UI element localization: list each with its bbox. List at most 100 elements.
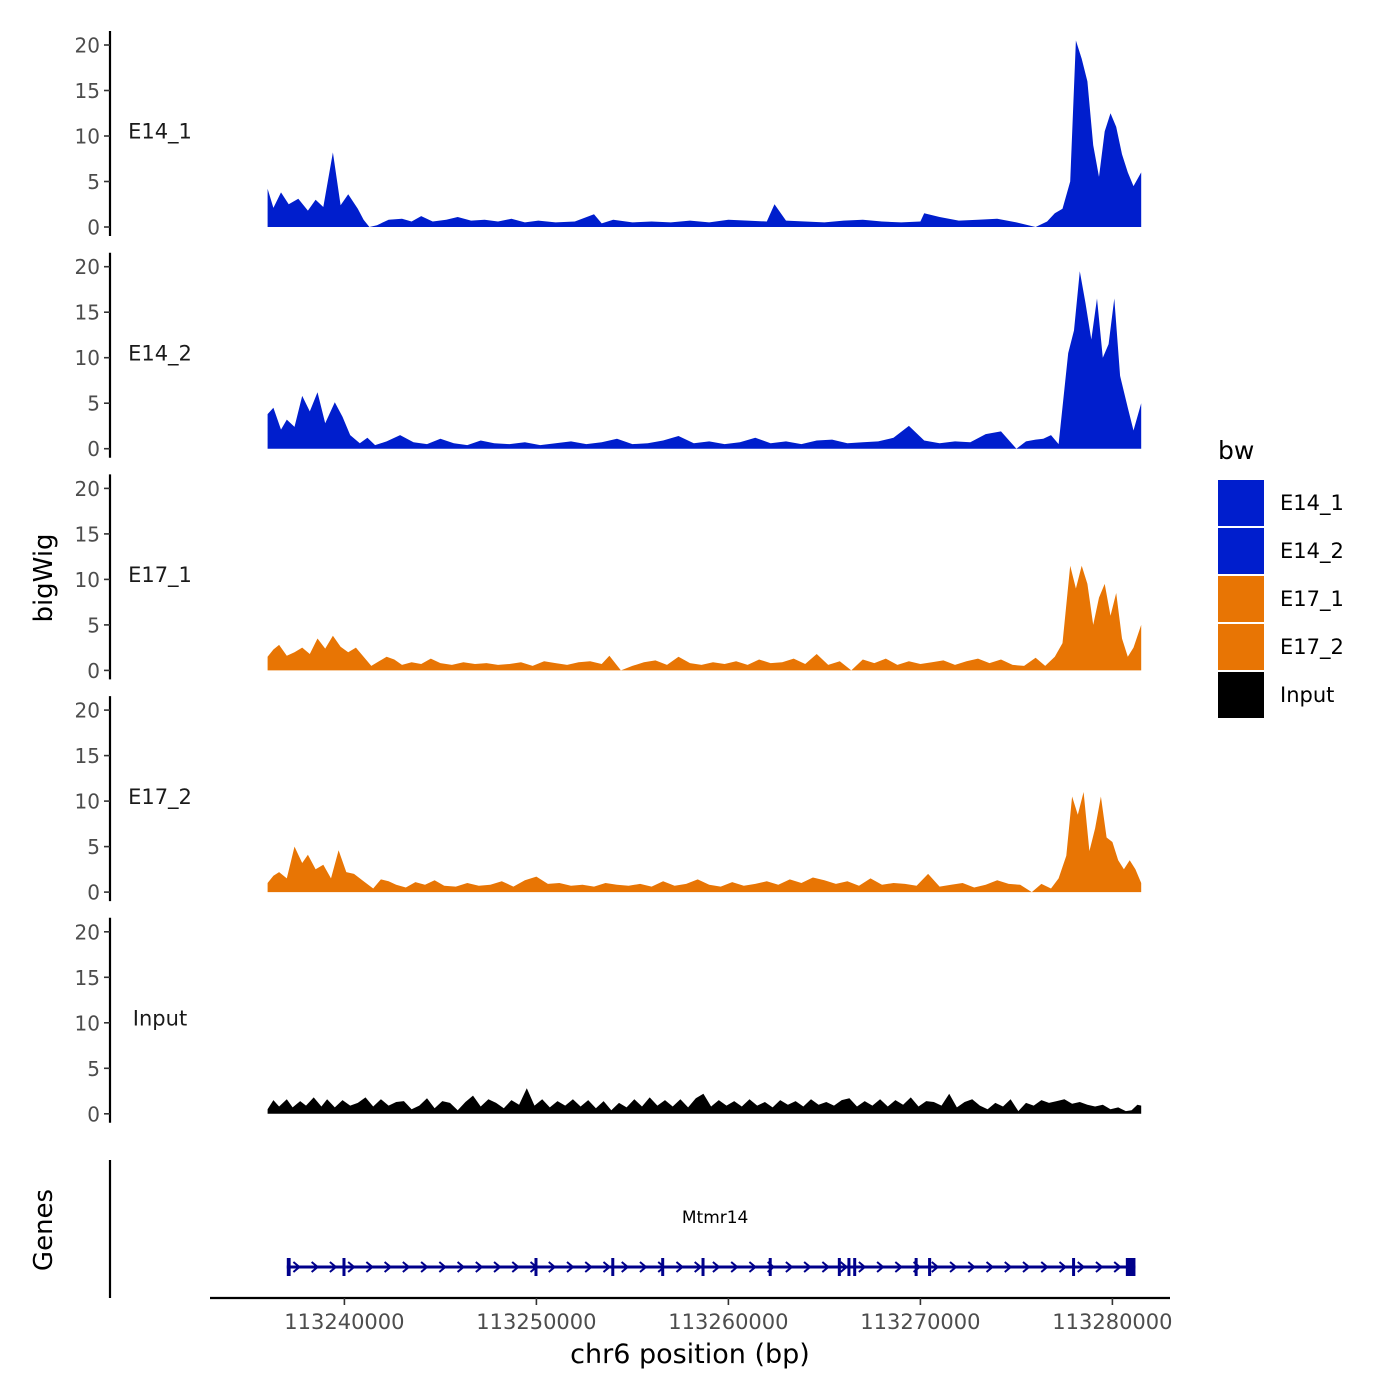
y-tick-label: 15 [75,79,100,103]
strand-arrow [1058,1261,1068,1273]
strand-arrow [493,1261,502,1273]
strand-arrow [566,1261,575,1273]
gene-exon [847,1258,851,1276]
genes-axis-label: Genes [29,1189,59,1271]
x-tick-label: 113270000 [860,1310,980,1334]
y-tick-label: 5 [87,835,100,859]
panel-label: E14_1 [128,120,192,145]
strand-arrow [675,1261,685,1273]
y-tick-label: 10 [75,125,100,149]
strand-arrow [1022,1261,1031,1273]
y-tick-label: 0 [87,1102,100,1126]
strand-arrow [1113,1261,1122,1273]
y-tick-label: 0 [87,659,100,683]
gene-exon [768,1258,772,1276]
y-tick-label: 5 [87,392,100,416]
panel-label: E17_2 [128,785,192,810]
genes-track: Mtmr14 [108,1160,1136,1298]
legend-swatch-e17_1 [1218,576,1264,622]
gene-exon [837,1258,841,1276]
legend-swatch-e14_1 [1218,480,1264,526]
strand-arrow [858,1261,867,1273]
area-e14_2 [267,271,1142,449]
area-e14_1 [267,40,1142,227]
strand-arrow [329,1261,338,1273]
y-tick-label: 15 [75,301,100,325]
strand-arrow [621,1261,630,1273]
y-tick-label: 20 [75,477,100,501]
gene-exon [1125,1258,1136,1276]
x-axis-label: chr6 position (bp) [570,1339,810,1370]
y-tick-label: 0 [87,881,100,905]
legend-swatch-e14_2 [1218,528,1264,574]
strand-arrow [602,1261,612,1273]
strand-arrow [876,1261,885,1273]
bigwig-panels: 05101520E14_105101520E14_205101520E17_10… [75,31,1142,1126]
gene-exon [286,1258,291,1276]
strand-arrow [694,1261,703,1273]
panel-e14_1: 0 5 10 15 20 E14_1 [75,31,1142,240]
y-tick-label: 20 [75,255,100,279]
panel-e14_2: 0 5 10 15 20 E14_2 [75,252,1142,461]
panel-label: E17_1 [128,563,192,588]
y-tick-label: 15 [75,522,100,546]
strand-arrow [803,1261,812,1273]
legend-swatch-input [1218,672,1264,718]
strand-arrow [1004,1261,1013,1273]
y-tick-label: 0 [87,216,100,240]
gene-exon [914,1258,918,1276]
strand-arrow [712,1261,721,1273]
strand-arrow [383,1261,393,1273]
gene-exon [853,1258,857,1276]
y-tick-label: 15 [75,744,100,768]
legend-label: E17_1 [1280,587,1344,612]
strand-arrow [730,1261,739,1273]
legend: bw E14_1 E14_2 E17_1 E17_2 Input [1218,436,1344,718]
gene-exon [1072,1258,1076,1276]
strand-arrow [310,1261,320,1273]
y-tick-label: 10 [75,568,100,592]
strand-arrow [456,1261,466,1273]
strand-arrow [365,1261,374,1273]
strand-arrow [1095,1261,1104,1273]
y-tick-label: 0 [87,437,100,461]
area-e17_2 [267,792,1142,893]
strand-arrow [985,1261,995,1273]
y-tick-label: 10 [75,1011,100,1035]
x-tick-label: 113250000 [476,1310,596,1334]
strand-arrow [748,1261,757,1273]
y-tick-label: 5 [87,613,100,637]
gene-exon [611,1258,615,1276]
gene-exon [534,1258,538,1276]
gene-exon [661,1258,665,1276]
strand-arrow [931,1261,940,1273]
y-tick-label: 5 [87,1057,100,1081]
y-tick-label: 20 [75,920,100,944]
panel-e17_2: 0 5 10 15 20 E17_2 [75,696,1142,905]
strand-arrow [475,1261,484,1273]
y-tick-label: 5 [87,170,100,194]
strand-arrow [548,1261,557,1273]
y-tick-label: 10 [75,790,100,814]
strand-arrow [821,1261,830,1273]
x-tick-label: 113260000 [668,1310,788,1334]
panel-e17_1: 0 5 10 15 20 E17_1 [75,474,1142,683]
legend-swatch-e17_2 [1218,624,1264,670]
strand-arrow [839,1261,849,1273]
x-tick-label: 113240000 [284,1310,404,1334]
area-e17_1 [267,565,1142,671]
strand-arrow [511,1261,520,1273]
y-tick-label: 10 [75,346,100,370]
panel-input: 0 5 10 15 20 Input [75,917,1142,1126]
gene-name-label: Mtmr14 [682,1208,749,1228]
strand-arrow [438,1261,447,1273]
strand-arrow [402,1261,411,1273]
strand-arrow [967,1261,976,1273]
strand-arrow [1077,1261,1086,1273]
strand-arrow [639,1261,648,1273]
strand-arrow [420,1261,429,1273]
legend-title: bw [1218,436,1254,465]
strand-arrow [584,1261,593,1273]
gene-exon [928,1258,932,1276]
